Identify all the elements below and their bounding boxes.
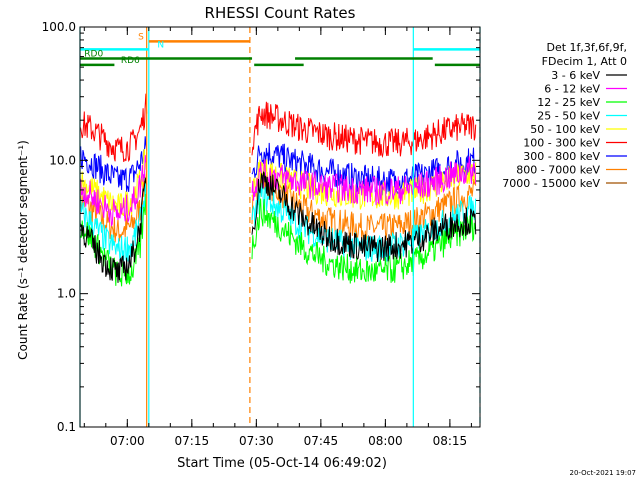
legend-entry-label-5: 50 - 100 keV [530, 123, 600, 136]
legend-entry-label-8: 800 - 7000 keV [516, 164, 600, 177]
x-tick-label-2: 07:15 [175, 434, 210, 448]
chart-title: RHESSI Count Rates [205, 4, 356, 22]
y-tick-label-2: 1.0 [57, 287, 76, 301]
series-line-2-segment-2 [251, 156, 477, 206]
y-tick-label-4: 100.0 [42, 20, 76, 34]
series-line-7-segment-1 [79, 136, 148, 193]
x-axis-label: Start Time (05-Oct-14 06:49:02) [177, 456, 387, 471]
series-line-6-segment-1 [79, 93, 148, 163]
x-tick-label-4: 07:45 [304, 434, 339, 448]
series-line-6-segment-2 [251, 101, 477, 159]
legend-entry-label-9: 7000 - 15000 keV [502, 177, 600, 190]
series-line-2-segment-1 [79, 155, 147, 227]
flag-label-4: RD6 [121, 56, 140, 66]
y-tick-label-3: 10.0 [49, 153, 76, 167]
legend: Det 1f,3f,6f,9f,FDecim 1, Att 03 - 6 keV… [502, 41, 627, 190]
legend-entry-label-2: 6 - 12 keV [544, 83, 600, 96]
legend-header-line-1: Det 1f,3f,6f,9f, [546, 41, 627, 54]
x-tick-label-5: 08:00 [368, 434, 403, 448]
legend-entry-label-4: 25 - 50 keV [537, 110, 600, 123]
series-line-4-segment-1 [79, 178, 148, 263]
series-line-1-segment-2 [251, 171, 477, 262]
x-tick-label-1: 07:00 [110, 434, 145, 448]
axes: 0.1 1.0 10.0 100.0 07:00 07:15 07:30 07:45 08:00… [42, 20, 480, 448]
legend-entry-label-7: 300 - 800 keV [523, 150, 600, 163]
legend-header-line-2: FDecim 1, Att 0 [542, 55, 627, 68]
y-tick-label-1: 0.1 [57, 420, 76, 434]
series-line-3-segment-2 [251, 198, 477, 284]
series-line-1-segment-1 [79, 177, 148, 283]
legend-entry-label-3: 12 - 25 keV [537, 96, 600, 109]
series-line-3-segment-1 [79, 193, 148, 287]
flag-label-2: N [157, 40, 164, 50]
x-tick-label-3: 07:30 [239, 434, 274, 448]
flag-label-3: RD0 [84, 50, 103, 60]
y-axis-label: Count Rate (s⁻¹ detector segment⁻¹) [16, 140, 30, 360]
legend-entry-label-1: 3 - 6 keV [551, 69, 600, 82]
legend-entry-label-6: 100 - 300 keV [523, 137, 600, 150]
plot-area: S N RD0 RD6 [79, 27, 481, 427]
flag-label-1: S [138, 32, 144, 42]
plot-frame [79, 26, 481, 428]
date-stamp: 20-Oct-2021 19:07 [570, 469, 636, 477]
x-tick-label-6: 08:15 [433, 434, 468, 448]
